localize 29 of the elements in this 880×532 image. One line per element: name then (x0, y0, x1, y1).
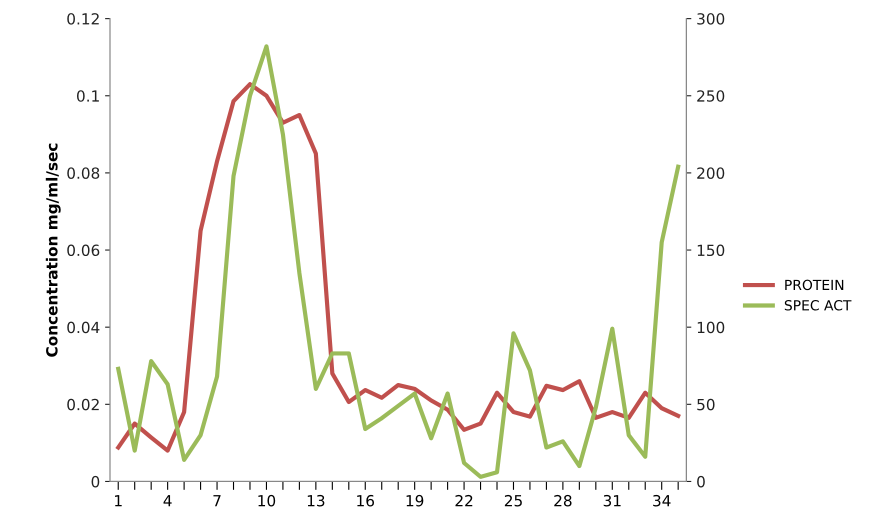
x-tick-label: 19 (406, 494, 424, 506)
y-tick-label: 0 (92, 476, 100, 488)
x-tick-label: 7 (213, 495, 221, 506)
x-tick-label: 16 (357, 494, 374, 506)
x-tick-label: 31 (604, 494, 621, 506)
y2-tick-label: 150 (698, 244, 724, 256)
x-tick-label: 22 (455, 494, 472, 506)
y2-tick-label: 50 (697, 398, 715, 410)
y2-tick-label: 100 (698, 322, 724, 334)
legend-label: SPEC ACT (784, 300, 852, 311)
y-tick-label: 0.04 (67, 322, 100, 334)
y-tick-label: 0.08 (67, 167, 100, 179)
y2-tick-label: 200 (697, 167, 724, 179)
legend-label: PROTEIN (785, 280, 844, 290)
y2-tick-label: 250 (697, 90, 724, 102)
x-tick-label: 4 (164, 495, 172, 506)
y-tick-label: 0.06 (67, 244, 100, 256)
x-tick-label: 25 (504, 494, 522, 506)
y-tick-label: 0.02 (67, 398, 99, 410)
x-tick-label: 1 (115, 495, 122, 506)
y-tick-label: 0.12 (67, 13, 99, 25)
x-tick-label: 13 (308, 494, 324, 506)
y2-tick-label: 0 (697, 476, 705, 488)
x-tick-label: 34 (653, 494, 671, 506)
y-axis-title: Concentration mg/ml/sec (46, 144, 61, 357)
x-tick-label: 10 (258, 494, 276, 506)
y2-tick-label: 300 (697, 13, 724, 25)
y-tick-label: 0.1 (76, 90, 99, 102)
x-tick-label: 28 (554, 494, 572, 506)
